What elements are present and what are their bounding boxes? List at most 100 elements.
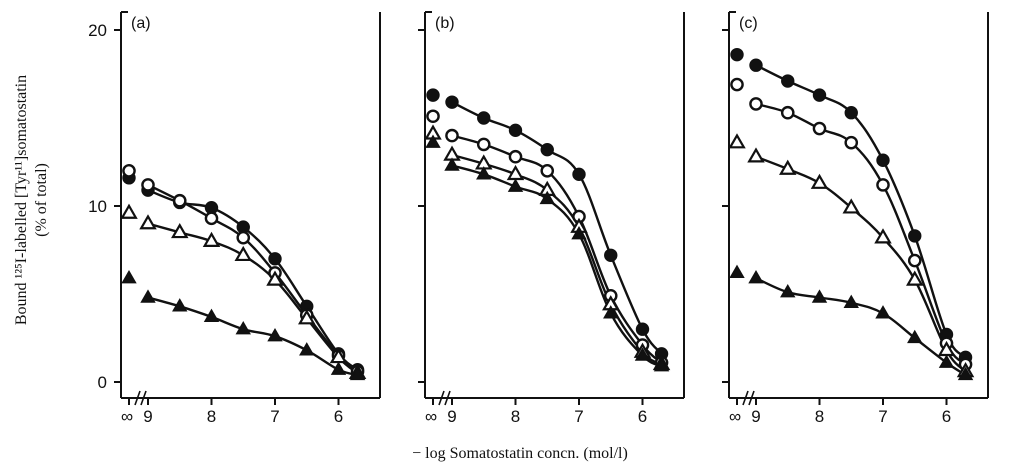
x-tick-label: 7 (270, 407, 279, 426)
data-point-open-circle (445, 128, 459, 143)
panel-label: (c) (739, 15, 758, 32)
data-point-filled-circle (844, 106, 858, 120)
data-point-filled-triangle (634, 347, 651, 361)
data-point-filled-triangle (349, 366, 366, 381)
data-point-open-circle (907, 253, 922, 268)
panel-c: ∞ 9 8 7 6 (c) (722, 11, 989, 426)
data-point-open-circle (141, 178, 155, 192)
series-line (755, 155, 967, 373)
data-point-open-circle (476, 137, 491, 152)
x-tick-label: 9 (447, 407, 456, 426)
data-point-open-triangle (298, 309, 316, 325)
data-point-filled-triangle (140, 289, 156, 303)
data-point-filled-triangle (507, 178, 524, 192)
data-point-open-triangle (202, 231, 221, 247)
axis-break-mark (140, 390, 147, 406)
data-point-filled-triangle (203, 308, 220, 323)
panel-label: (b) (435, 15, 455, 32)
panel-label: (a) (131, 15, 151, 32)
data-point-open-circle (508, 149, 523, 164)
data-point-filled-triangle (267, 328, 283, 342)
data-point-filled-triangle (330, 361, 347, 375)
series-line (755, 64, 967, 359)
data-point-filled-circle (749, 58, 763, 72)
data-point-filled-circle (730, 47, 744, 62)
x-tick-label: 8 (511, 407, 520, 426)
data-point-filled-triangle (748, 269, 764, 284)
data-point-open-circle (780, 105, 795, 120)
data-point-open-triangle (906, 270, 924, 286)
data-point-filled-triangle (957, 366, 974, 381)
data-point-filled-triangle (938, 354, 955, 368)
x-tick-label: ∞ (425, 407, 437, 426)
data-point-open-circle (844, 135, 859, 150)
data-point-filled-circle (508, 123, 523, 138)
data-point-open-circle (540, 163, 555, 178)
panel-a: 0 10 20 ∞ 9 8 7 6 (a) (88, 11, 381, 426)
data-point-filled-triangle (603, 305, 619, 319)
data-point-filled-triangle (476, 166, 492, 180)
data-point-filled-circle (426, 88, 440, 102)
data-point-filled-circle (445, 95, 459, 109)
data-point-filled-triangle (653, 357, 670, 372)
data-point-open-triangle (728, 133, 746, 149)
data-point-filled-triangle (729, 264, 745, 279)
x-tick-label: 8 (815, 407, 824, 426)
data-point-open-circle (122, 163, 136, 178)
data-point-filled-circle (635, 322, 650, 336)
data-point-open-circle (236, 230, 251, 245)
data-point-open-circle (204, 211, 219, 226)
data-point-filled-triangle (811, 289, 828, 303)
data-point-filled-triangle (172, 298, 188, 312)
y-tick-label: 20 (88, 21, 107, 40)
data-point-open-triangle (779, 159, 797, 175)
data-point-open-circle (730, 77, 744, 92)
data-point-filled-triangle (571, 225, 587, 240)
x-tick-label: 8 (207, 407, 216, 426)
data-point-open-circle (749, 97, 763, 111)
x-tick-label: 9 (143, 407, 152, 426)
data-point-open-triangle (810, 173, 829, 189)
x-tick-label: 9 (751, 407, 760, 426)
data-point-filled-circle (812, 88, 827, 102)
data-point-filled-circle (477, 111, 491, 125)
x-tick-label: ∞ (729, 407, 741, 426)
x-tick-label: 7 (878, 407, 887, 426)
x-tick-label: 6 (334, 407, 343, 426)
data-point-open-triangle (266, 270, 284, 286)
y-tick-label: 10 (88, 197, 107, 216)
axis-break-mark (742, 390, 749, 406)
data-point-filled-circle (572, 167, 586, 182)
data-point-filled-circle (268, 252, 282, 266)
data-point-open-circle (812, 121, 827, 136)
data-point-filled-circle (876, 153, 890, 167)
y-axis-title-line1: Bound ¹²⁵I-labelled [Tyr¹¹]somatostatin (13, 75, 30, 325)
data-point-filled-triangle (875, 305, 891, 319)
data-point-filled-triangle (907, 329, 923, 344)
data-point-open-circle (426, 109, 440, 124)
x-tick-label: 7 (574, 407, 583, 426)
data-point-open-triangle (120, 203, 138, 219)
data-point-open-triangle (747, 147, 765, 163)
axis-break-mark (438, 390, 445, 406)
data-point-filled-triangle (444, 157, 460, 171)
series-line (451, 153, 663, 366)
x-tick-label: 6 (638, 407, 647, 426)
data-point-open-triangle (171, 222, 189, 239)
y-tick-label: 0 (98, 373, 107, 392)
data-point-filled-triangle (235, 320, 251, 335)
data-point-filled-triangle (843, 294, 859, 308)
data-point-open-circle (172, 193, 187, 208)
axis-break-mark (748, 390, 755, 406)
data-point-filled-circle (604, 248, 618, 262)
data-point-filled-triangle (539, 190, 555, 205)
data-point-open-circle (876, 178, 890, 192)
panel-b: ∞ 9 8 7 6 (b) (418, 11, 685, 426)
data-point-filled-triangle (780, 284, 796, 298)
data-point-filled-circle (540, 142, 554, 157)
axis-break-mark (134, 390, 141, 406)
data-point-filled-triangle (299, 342, 315, 356)
data-point-open-triangle (139, 214, 157, 230)
data-point-open-triangle (234, 245, 252, 262)
